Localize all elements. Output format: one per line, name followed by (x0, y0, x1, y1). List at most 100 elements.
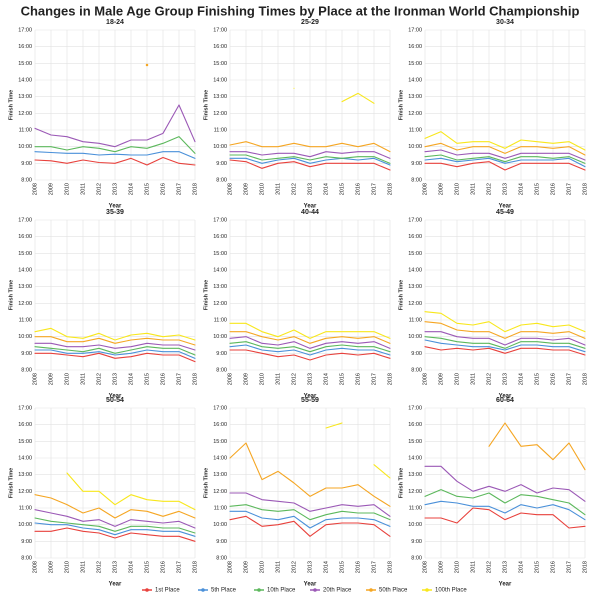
y-tick-label: 10:00 (408, 522, 422, 528)
y-tick-label: 13:00 (213, 472, 227, 478)
series-line (424, 346, 586, 356)
x-tick-label: 2010 (64, 561, 70, 573)
y-tick-label: 10:00 (408, 144, 422, 150)
y-tick-label: 17:00 (213, 27, 227, 33)
series-line (424, 131, 586, 151)
series-line (229, 322, 391, 339)
legend-label: 5th Place (211, 588, 237, 594)
y-tick-label: 17:00 (408, 405, 422, 411)
x-tick-label: 2013 (307, 373, 313, 385)
series-line (229, 154, 391, 164)
x-tick-label: 2015 (534, 183, 540, 195)
y-tick-label: 11:00 (214, 505, 227, 511)
series-line (34, 352, 196, 363)
panel-title: 45-49 (496, 209, 514, 216)
x-tick-label: 2009 (438, 183, 444, 195)
y-tick-label: 15:00 (213, 251, 227, 257)
y-tick-label: 16:00 (213, 234, 227, 240)
y-tick-label: 17:00 (18, 405, 32, 411)
y-tick-label: 9:00 (21, 351, 32, 357)
y-tick-label: 8:00 (216, 555, 227, 561)
series-line (66, 472, 196, 511)
y-tick-label: 11:00 (19, 317, 32, 323)
series-line (488, 422, 586, 471)
series-line (34, 346, 196, 356)
y-axis-label: Finish Time (398, 280, 404, 310)
panel-title: 25-29 (301, 19, 319, 26)
x-tick-label: 2012 (486, 373, 492, 385)
series-line (34, 104, 196, 148)
series-line (34, 156, 196, 166)
y-tick-label: 17:00 (213, 217, 227, 223)
y-tick-label: 12:00 (18, 301, 32, 307)
series-line (229, 442, 391, 507)
x-tick-label: 2011 (275, 373, 281, 385)
x-tick-label: 2017 (566, 183, 572, 195)
series-line (229, 157, 391, 166)
y-tick-label: 9:00 (21, 161, 32, 167)
y-tick-label: 16:00 (18, 44, 32, 50)
legend-label: 100th Place (435, 588, 467, 594)
x-axis-label: Year (499, 582, 512, 588)
y-tick-label: 16:00 (18, 422, 32, 428)
x-tick-label: 2011 (80, 561, 86, 573)
series-line (424, 489, 586, 516)
series-line (229, 141, 391, 153)
series-line (229, 504, 391, 521)
y-tick-label: 12:00 (213, 489, 227, 495)
x-tick-label: 2008 (227, 183, 233, 195)
y-tick-label: 17:00 (408, 217, 422, 223)
y-tick-label: 15:00 (408, 251, 422, 257)
x-tick-label: 2012 (291, 373, 297, 385)
x-tick-label: 2013 (112, 373, 118, 385)
y-tick-label: 13:00 (213, 284, 227, 290)
y-tick-label: 13:00 (18, 284, 32, 290)
series-line (229, 344, 391, 356)
y-tick-label: 12:00 (18, 489, 32, 495)
x-tick-label: 2018 (387, 373, 393, 385)
y-tick-label: 9:00 (216, 539, 227, 545)
x-tick-label: 2010 (64, 373, 70, 385)
x-tick-label: 2009 (438, 373, 444, 385)
x-tick-label: 2011 (275, 561, 281, 573)
y-tick-label: 13:00 (213, 94, 227, 100)
y-axis-label: Finish Time (203, 280, 209, 310)
x-tick-label: 2018 (387, 183, 393, 195)
x-tick-label: 2015 (339, 183, 345, 195)
y-tick-label: 8:00 (21, 555, 32, 561)
x-tick-label: 2015 (144, 373, 150, 385)
series-line (424, 161, 586, 171)
panel-title: 55-59 (301, 397, 319, 404)
x-tick-label: 2018 (192, 561, 198, 573)
legend-dot (257, 588, 261, 592)
x-tick-label: 2017 (566, 561, 572, 573)
y-tick-label: 15:00 (408, 439, 422, 445)
y-tick-label: 8:00 (216, 367, 227, 373)
y-tick-label: 14:00 (213, 455, 227, 461)
panel-title: 35-39 (106, 209, 124, 216)
y-tick-label: 15:00 (213, 61, 227, 67)
y-tick-label: 9:00 (411, 351, 422, 357)
y-tick-label: 12:00 (213, 301, 227, 307)
y-tick-label: 10:00 (18, 522, 32, 528)
x-tick-label: 2018 (192, 373, 198, 385)
y-tick-label: 13:00 (18, 472, 32, 478)
x-axis-label: Year (304, 394, 317, 400)
legend-label: 10th Place (267, 588, 296, 594)
y-tick-label: 8:00 (411, 177, 422, 183)
x-tick-label: 2012 (486, 561, 492, 573)
x-tick-label: 2009 (48, 561, 54, 573)
x-tick-label: 2014 (128, 561, 134, 573)
legend-label: 1st Place (155, 588, 180, 594)
series-line (424, 507, 586, 529)
panel-title: 18-24 (106, 19, 124, 26)
x-tick-label: 2009 (48, 183, 54, 195)
series-line (34, 151, 196, 159)
y-axis-label: Finish Time (8, 90, 14, 120)
x-tick-label: 2010 (259, 561, 265, 573)
x-tick-label: 2013 (112, 561, 118, 573)
y-tick-label: 9:00 (411, 161, 422, 167)
x-tick-label: 2014 (323, 373, 329, 385)
y-tick-label: 12:00 (408, 489, 422, 495)
x-tick-label: 2009 (243, 373, 249, 385)
